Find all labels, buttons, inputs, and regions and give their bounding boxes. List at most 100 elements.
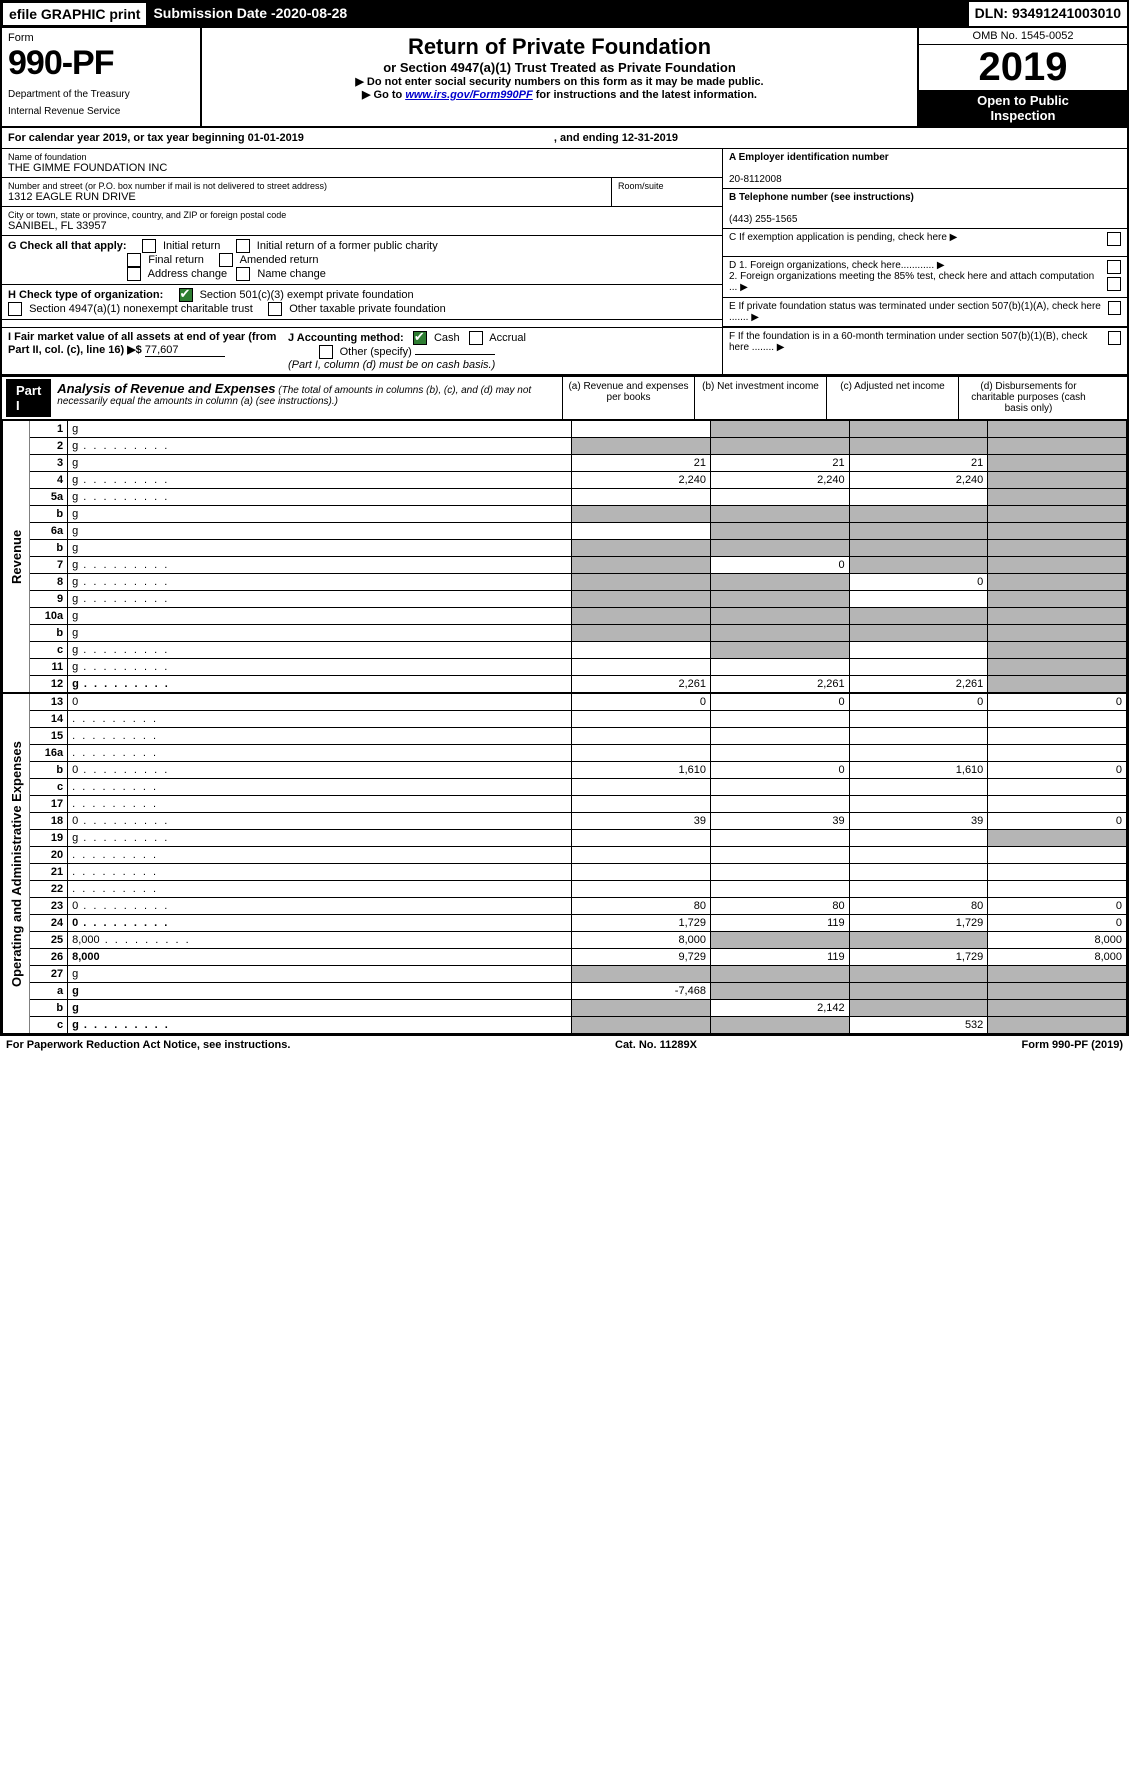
cb-4947a1[interactable] [8, 302, 22, 316]
line-description [68, 881, 572, 898]
line-description [68, 864, 572, 881]
line-number: b [30, 540, 68, 557]
line-number: 27 [30, 966, 68, 983]
cell-col-d [988, 779, 1127, 796]
cb-amended[interactable] [219, 253, 233, 267]
c-exemption-cell: C If exemption application is pending, c… [723, 229, 1127, 257]
table-row: 2401,7291191,7290 [3, 915, 1127, 932]
ein-cell: A Employer identification number20-81120… [723, 149, 1127, 189]
cell-col-a [572, 421, 711, 438]
cb-final-return[interactable] [127, 253, 141, 267]
table-row: 268,0009,7291191,7298,000 [3, 949, 1127, 966]
cb-f[interactable] [1108, 331, 1121, 345]
form-word: Form [8, 32, 194, 44]
cb-initial-return[interactable] [142, 239, 156, 253]
cell-col-c [849, 881, 988, 898]
line-number: 20 [30, 847, 68, 864]
cell-col-a [572, 506, 711, 523]
cell-col-d: 8,000 [988, 949, 1127, 966]
cell-col-b [710, 642, 849, 659]
cell-col-b: 2,240 [710, 472, 849, 489]
table-row: 9g [3, 591, 1127, 608]
table-row: 20 [3, 847, 1127, 864]
cell-col-d [988, 455, 1127, 472]
line-number: 16a [30, 745, 68, 762]
table-row: bg [3, 625, 1127, 642]
line-number: 10a [30, 608, 68, 625]
cb-other-method[interactable] [319, 345, 333, 359]
table-row: 16a [3, 745, 1127, 762]
cell-col-b [710, 779, 849, 796]
part1-header: Part I Analysis of Revenue and Expenses … [2, 375, 1127, 420]
cell-col-c [849, 421, 988, 438]
cell-col-c [849, 830, 988, 847]
calendar-year-row: For calendar year 2019, or tax year begi… [2, 128, 1127, 149]
cb-address-change[interactable] [127, 267, 141, 281]
cell-col-a: 2,240 [572, 472, 711, 489]
table-row: 5ag [3, 489, 1127, 506]
cb-d2[interactable] [1107, 277, 1121, 291]
cell-col-c [849, 932, 988, 949]
cell-col-a [572, 830, 711, 847]
line-number: 22 [30, 881, 68, 898]
cell-col-c [849, 506, 988, 523]
line-description: g [68, 438, 572, 455]
line-description: g [68, 506, 572, 523]
cell-col-a: 21 [572, 455, 711, 472]
cell-col-b [710, 574, 849, 591]
line-description: g [68, 659, 572, 676]
cell-col-a: 0 [572, 694, 711, 711]
cell-col-d [988, 574, 1127, 591]
cell-col-b: 0 [710, 557, 849, 574]
cell-col-b [710, 966, 849, 983]
cell-col-b [710, 864, 849, 881]
line-description: g [68, 557, 572, 574]
line-description: g [68, 574, 572, 591]
cb-name-change[interactable] [236, 267, 250, 281]
form-title-block: Return of Private Foundation or Section … [202, 28, 917, 126]
tax-year: 2019 [919, 45, 1127, 90]
cell-col-c: 0 [849, 694, 988, 711]
section-label: Operating and Administrative Expenses [3, 694, 30, 1034]
cb-c[interactable] [1107, 232, 1121, 246]
cell-col-c: 1,610 [849, 762, 988, 779]
header-block: Form 990-PF Department of the Treasury I… [2, 28, 1127, 128]
line-description: g [68, 523, 572, 540]
cell-col-b [710, 728, 849, 745]
part1-title-block: Analysis of Revenue and Expenses (The to… [51, 379, 558, 409]
cell-col-c [849, 711, 988, 728]
cell-col-d [988, 983, 1127, 1000]
cell-col-c [849, 489, 988, 506]
cell-col-c [849, 796, 988, 813]
cb-e[interactable] [1108, 301, 1121, 315]
cell-col-d [988, 540, 1127, 557]
line-number: c [30, 1017, 68, 1034]
form-number: 990-PF [8, 44, 194, 83]
cb-initial-former[interactable] [236, 239, 250, 253]
cell-col-b [710, 659, 849, 676]
cell-col-a: 39 [572, 813, 711, 830]
cell-col-d [988, 711, 1127, 728]
cb-501c3[interactable] [179, 288, 193, 302]
cell-col-c: 39 [849, 813, 988, 830]
cb-accrual[interactable] [469, 331, 483, 345]
line-description: g [68, 1000, 572, 1017]
cell-col-a: 9,729 [572, 949, 711, 966]
table-row: 258,0008,0008,000 [3, 932, 1127, 949]
d-foreign-cell: D 1. Foreign organizations, check here..… [723, 257, 1127, 298]
cell-col-a [572, 642, 711, 659]
cell-col-d [988, 557, 1127, 574]
line-number: 19 [30, 830, 68, 847]
line-description: 8,000 [68, 949, 572, 966]
cb-cash[interactable] [413, 331, 427, 345]
cell-col-b [710, 1017, 849, 1034]
form-title: Return of Private Foundation [208, 34, 911, 60]
line-number: 24 [30, 915, 68, 932]
cb-other-taxable[interactable] [268, 302, 282, 316]
cell-col-a [572, 864, 711, 881]
cb-d1[interactable] [1107, 260, 1121, 274]
cell-col-b [710, 540, 849, 557]
line-number: 23 [30, 898, 68, 915]
cell-col-a [572, 779, 711, 796]
form990pf-link[interactable]: www.irs.gov/Form990PF [405, 89, 532, 101]
